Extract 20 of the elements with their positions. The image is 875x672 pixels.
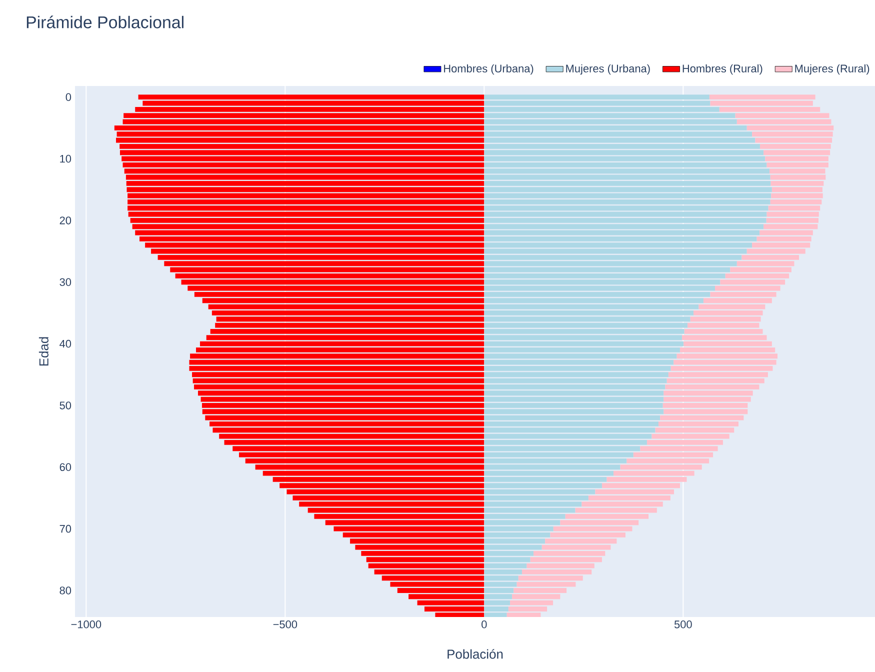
y-tick-label: 50: [60, 402, 72, 410]
legend-label: Mujeres (Urbana): [566, 64, 650, 75]
x-axis-title: Población: [448, 649, 503, 659]
y-tick-label: 60: [60, 463, 72, 472]
legend-label: Hombres (Rural): [682, 64, 762, 75]
y-tick-label: 20: [60, 216, 72, 224]
y-tick-label: 10: [60, 154, 72, 163]
x-tick-label: 500: [674, 620, 692, 628]
x-tick-label: −500: [273, 620, 298, 628]
chart-title: Pirámide Poblacional: [26, 16, 184, 28]
y-tick-label: 40: [60, 340, 72, 348]
y-tick-label: 70: [60, 524, 72, 533]
legend-label: Hombres (Urbana): [444, 64, 534, 75]
y-tick-label: 80: [60, 586, 72, 594]
y-tick-label: 30: [60, 278, 72, 286]
y-tick-label: 0: [66, 93, 72, 101]
x-tick-label: −1000: [71, 620, 102, 628]
legend-label: Mujeres (Rural): [795, 64, 870, 75]
y-axis-title: Edad: [38, 337, 48, 366]
x-tick-label: 0: [482, 620, 487, 628]
